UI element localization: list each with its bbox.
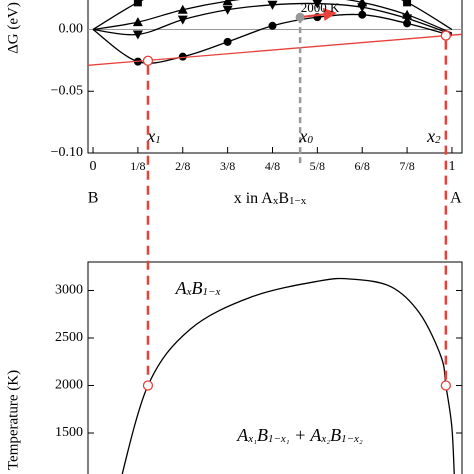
y-tick-label: 1000: [55, 473, 83, 474]
marker-triangle-down: [357, 3, 368, 13]
marker-triangle-down: [222, 5, 233, 15]
y-tick-label: −0.10: [51, 145, 83, 160]
y-tick-label: 2500: [55, 330, 83, 345]
marker-circle: [268, 21, 277, 30]
subscript: 0: [307, 134, 313, 146]
subscript: 2: [435, 134, 441, 146]
phase-label: AxB1−x: [175, 278, 221, 298]
subscript: x: [186, 286, 192, 298]
y-tick-label: 2000: [55, 378, 83, 393]
subscript: x: [273, 195, 279, 207]
x-tick-label: 3/8: [220, 159, 235, 173]
text-part: x: [426, 126, 435, 146]
temperature-label: 2000 K: [301, 0, 340, 15]
subscript: 1−x₁: [268, 433, 290, 445]
plot-frame: [87, 261, 463, 474]
y-axis-label: Temperature (K): [5, 370, 21, 470]
subscript: 1−x₂: [341, 433, 363, 445]
text-part: B: [330, 425, 341, 445]
subscript: 1−x: [203, 286, 221, 298]
x-tick-label: 1: [448, 159, 455, 174]
x-tick-label: 1/8: [130, 159, 145, 173]
curve: [92, 0, 453, 34]
marker-triangle-down: [132, 30, 143, 40]
marker-triangle-down: [312, 0, 323, 9]
subscript: 1: [155, 134, 161, 146]
composition-label: x1: [146, 126, 161, 146]
composition-label: x0: [298, 126, 313, 146]
transition-point: [440, 380, 451, 391]
marker-triangle-up: [177, 4, 188, 14]
text-part: B: [278, 190, 289, 207]
transition-point: [142, 380, 154, 391]
y-axis-label: ΔG (eV): [5, 2, 21, 54]
marker-triangle-down: [177, 15, 188, 25]
plot-frame: [87, 0, 463, 154]
text-part: B: [192, 278, 203, 298]
x0-point: [295, 12, 305, 22]
marker-triangle-up: [222, 0, 233, 6]
x-axis-label: x in AxB1−x: [234, 190, 307, 208]
subscript: x₁: [247, 433, 257, 445]
x-tick-label: 2/8: [175, 159, 190, 173]
marker-square: [133, 0, 142, 7]
y-tick-label: 3000: [55, 283, 83, 298]
tangent-point: [142, 55, 154, 66]
marker-triangle-up: [132, 17, 143, 27]
phase-label: Ax₁B1−x₁ + Ax₂B1−x₂: [236, 425, 363, 445]
x-tick-label: 5/8: [310, 159, 325, 173]
marker-circle: [178, 52, 187, 61]
x-tick-label: 4/8: [265, 159, 280, 173]
composition-label: x2: [426, 126, 441, 146]
text-part: + A: [290, 425, 323, 445]
subscript: x₂: [320, 433, 330, 445]
marker-circle: [358, 10, 367, 19]
x-tick-label: 0: [90, 159, 97, 174]
text-part: x in A: [234, 190, 274, 207]
shift-arrow: [303, 7, 337, 21]
end-label: B: [88, 190, 99, 207]
marker-circle: [403, 19, 412, 28]
x-tick-label: 7/8: [399, 159, 414, 173]
text-part: B: [257, 425, 268, 445]
text-part: A: [236, 425, 249, 445]
y-tick-label: 1500: [55, 425, 83, 440]
marker-circle: [223, 37, 232, 46]
end-label: A: [450, 190, 462, 207]
text-part: x: [146, 126, 155, 146]
text-part: x: [298, 126, 307, 146]
marker-triangle-down: [402, 14, 413, 24]
marker-triangle-down: [267, 0, 278, 10]
x-tick-label: 6/8: [355, 159, 370, 173]
tangent-point: [440, 30, 451, 41]
y-tick-label: 0.00: [59, 22, 84, 37]
marker-square: [403, 0, 412, 7]
y-tick-label: −0.05: [51, 83, 83, 98]
text-part: A: [175, 278, 188, 298]
subscript: 1−x: [289, 195, 307, 207]
